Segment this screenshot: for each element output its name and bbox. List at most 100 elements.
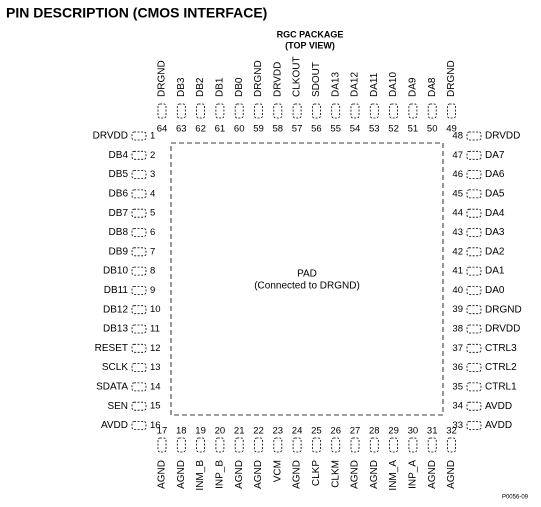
pin-name: AGND bbox=[234, 460, 245, 489]
pin bbox=[389, 103, 399, 119]
pin-name: DRGND bbox=[485, 304, 522, 315]
pin bbox=[131, 189, 147, 199]
pin-number: 27 bbox=[350, 426, 361, 437]
pin bbox=[466, 401, 482, 411]
pin bbox=[176, 437, 186, 453]
pin bbox=[466, 131, 482, 141]
pin bbox=[331, 103, 341, 119]
pin-number: 62 bbox=[195, 124, 206, 135]
pin bbox=[131, 363, 147, 373]
pin bbox=[466, 343, 482, 353]
pin bbox=[234, 437, 244, 453]
pin bbox=[466, 324, 482, 334]
pin-name: INM_B bbox=[195, 460, 206, 491]
pin-name: AVDD bbox=[485, 420, 512, 431]
pin-name: DB11 bbox=[104, 285, 129, 296]
pin bbox=[466, 189, 482, 199]
pin-number: 56 bbox=[311, 124, 322, 135]
pin-name: DB0 bbox=[234, 77, 245, 97]
pin-name: AGND bbox=[350, 460, 361, 489]
pin bbox=[292, 103, 302, 119]
pin-number: 55 bbox=[330, 124, 341, 135]
pin bbox=[196, 103, 206, 119]
pin-name: DA2 bbox=[485, 246, 505, 257]
pin-name: INM_A bbox=[388, 460, 399, 491]
pin bbox=[131, 266, 147, 276]
pin-number: 34 bbox=[452, 401, 463, 412]
pin bbox=[234, 103, 244, 119]
pin bbox=[427, 103, 437, 119]
pin-number: 16 bbox=[150, 420, 161, 431]
pin-name: DA12 bbox=[350, 72, 361, 97]
pin-number: 64 bbox=[157, 124, 168, 135]
pin-number: 4 bbox=[150, 188, 155, 199]
pin-name: SDATA bbox=[96, 382, 128, 393]
pin-name: DA6 bbox=[485, 169, 505, 180]
pad-label: PAD bbox=[297, 269, 317, 280]
pin bbox=[176, 103, 186, 119]
pin bbox=[215, 103, 225, 119]
pin-name: AGND bbox=[157, 460, 168, 489]
pin-name: CTRL1 bbox=[485, 382, 517, 393]
pin-name: DA9 bbox=[408, 77, 419, 97]
pin bbox=[273, 103, 283, 119]
pin-number: 41 bbox=[452, 266, 463, 277]
pin bbox=[331, 437, 341, 453]
pin-name: DB5 bbox=[109, 169, 129, 180]
pin bbox=[131, 228, 147, 237]
pin-name: DA5 bbox=[485, 189, 505, 200]
pin bbox=[273, 437, 283, 453]
pin-number: 59 bbox=[253, 124, 264, 135]
pin-number: 57 bbox=[292, 124, 303, 135]
figure-id: P0056-09 bbox=[502, 495, 529, 501]
pin-name: DRGND bbox=[253, 60, 264, 97]
pin-name: VCM bbox=[272, 460, 283, 482]
pin-number: 35 bbox=[452, 381, 463, 392]
pin-name: DA7 bbox=[485, 150, 505, 161]
pin-number: 32 bbox=[446, 426, 457, 437]
pin-name: CTRL3 bbox=[485, 343, 517, 354]
pin bbox=[254, 103, 263, 119]
pin-number: 19 bbox=[195, 426, 206, 437]
pin-number: 1 bbox=[150, 131, 155, 142]
pin bbox=[196, 437, 206, 453]
title: PIN DESCRIPTION (CMOS INTERFACE) bbox=[6, 5, 267, 21]
pin-name: DRGND bbox=[157, 60, 168, 97]
pin bbox=[131, 421, 147, 430]
pin-name: CTRL2 bbox=[485, 362, 517, 373]
pin bbox=[447, 103, 456, 119]
pin-number: 24 bbox=[292, 426, 303, 437]
pin bbox=[350, 103, 360, 119]
pin-number: 50 bbox=[427, 124, 438, 135]
pin-number: 42 bbox=[452, 246, 463, 257]
pin-number: 5 bbox=[150, 208, 155, 219]
pin-number: 22 bbox=[253, 426, 264, 437]
pin-name: AVDD bbox=[101, 420, 128, 431]
pin-name: DRVDD bbox=[272, 62, 283, 97]
pin-name: DA0 bbox=[485, 285, 505, 296]
pin bbox=[157, 437, 167, 453]
pin bbox=[466, 266, 482, 276]
pin-name: DB1 bbox=[215, 77, 226, 97]
pin-name: DA3 bbox=[485, 227, 505, 238]
pin-name: DB10 bbox=[103, 266, 128, 277]
pin-name: DRGND bbox=[446, 60, 457, 97]
pin-name: DB2 bbox=[195, 77, 206, 97]
pad-note: (Connected to DRGND) bbox=[254, 281, 360, 292]
pin-number: 28 bbox=[369, 426, 380, 437]
pin bbox=[466, 228, 482, 237]
pin-name: DA10 bbox=[388, 72, 399, 97]
pin-number: 12 bbox=[150, 343, 161, 354]
pin-number: 63 bbox=[176, 124, 187, 135]
pin bbox=[311, 103, 321, 119]
pin-name: DB8 bbox=[109, 227, 129, 238]
pin-number: 2 bbox=[150, 150, 155, 161]
pin-name: CLKOUT bbox=[292, 56, 303, 97]
pin bbox=[215, 437, 225, 453]
pin bbox=[408, 103, 418, 119]
pin-name: DA11 bbox=[369, 72, 380, 97]
pin-name: INP_A bbox=[408, 460, 419, 489]
pin-number: 30 bbox=[408, 426, 419, 437]
pin-number: 3 bbox=[150, 169, 155, 180]
